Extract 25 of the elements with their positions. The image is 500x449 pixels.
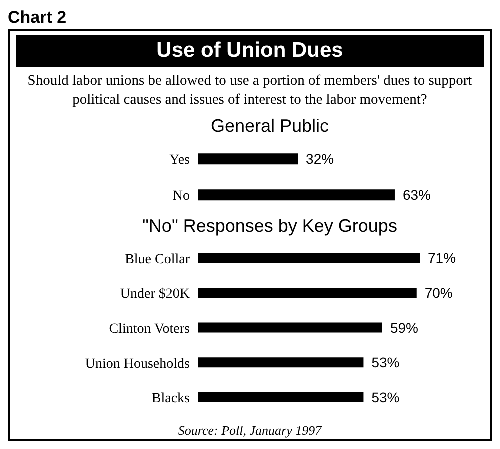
bar bbox=[198, 358, 364, 368]
text: Use of Union Dues bbox=[16, 35, 484, 67]
chart-title: General Public bbox=[210, 116, 330, 137]
y-tick-label: No bbox=[172, 188, 190, 204]
source-note: Source: Poll, January 1997 bbox=[177, 423, 323, 439]
data-label: 53% bbox=[372, 354, 400, 371]
data-label: 59% bbox=[390, 320, 419, 336]
bar bbox=[198, 253, 420, 264]
y-tick-label: Yes bbox=[170, 152, 190, 168]
y-tick-label: Under $20K bbox=[120, 287, 190, 302]
data-label: 32% bbox=[306, 151, 334, 168]
data-label: 53% bbox=[372, 389, 400, 406]
y-tick-label: Blacks bbox=[152, 392, 190, 407]
chart-title: "No" Responses by Key Groups bbox=[142, 216, 398, 237]
text: Should labor unions be allowed to use a portion of members' dues to support political causes and issues of interest to the labor movement? bbox=[26, 72, 474, 110]
caption: Chart 2 bbox=[8, 8, 67, 28]
data-label: 70% bbox=[424, 284, 453, 301]
y-tick-label: Union Households bbox=[85, 356, 190, 372]
y-tick-label: Clinton Voters bbox=[109, 322, 190, 337]
bar bbox=[198, 288, 417, 298]
bar bbox=[198, 392, 364, 402]
bar bbox=[198, 322, 382, 333]
y-tick-label: Blue Collar bbox=[125, 252, 190, 268]
data-label: 63% bbox=[402, 187, 432, 204]
data-label: 71% bbox=[428, 250, 456, 266]
